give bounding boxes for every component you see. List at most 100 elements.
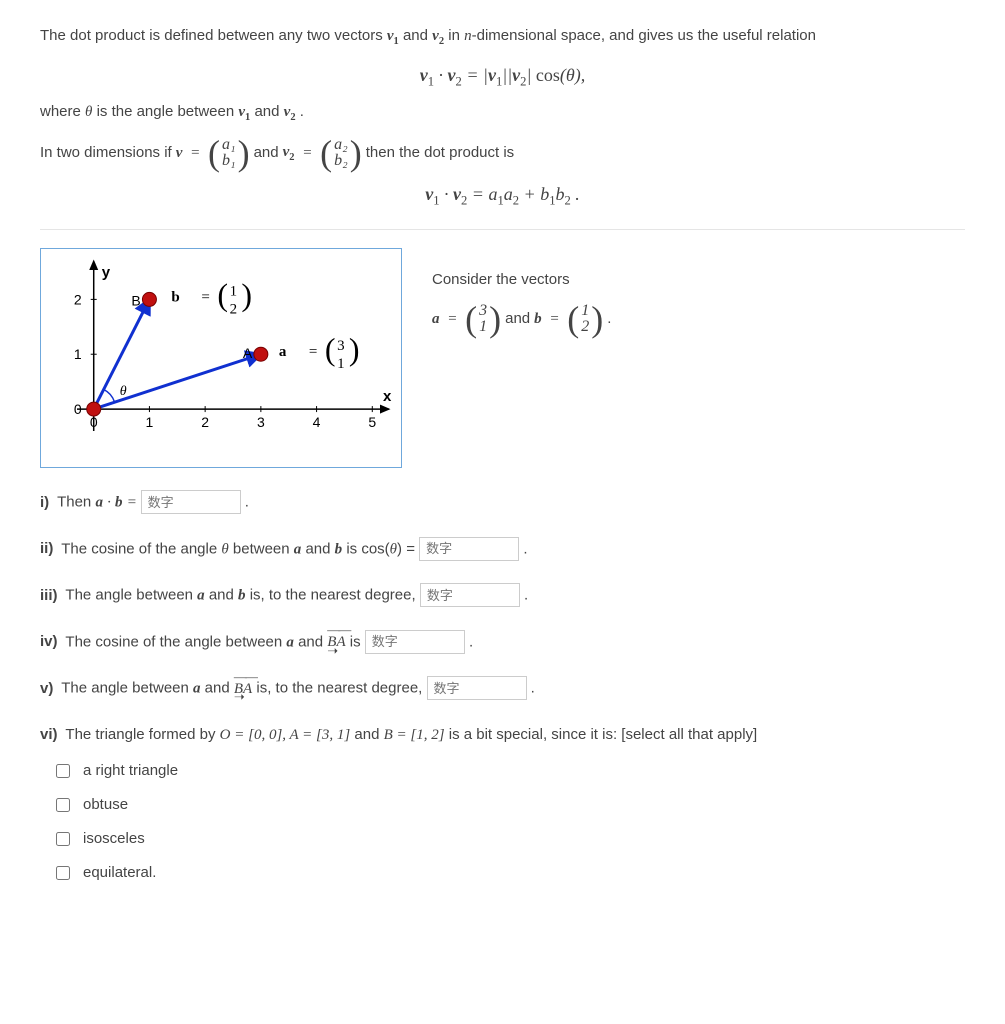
text: is, to the nearest degree, [246, 587, 420, 604]
text: and [294, 633, 327, 650]
answer-input-ii[interactable] [419, 537, 519, 561]
checkbox-option: equilateral. [52, 861, 965, 885]
text: is [350, 633, 365, 650]
text: The cosine of the angle between [65, 633, 286, 650]
q-lead: iii) [40, 587, 58, 604]
sym-n: n [464, 28, 472, 44]
text: between [229, 540, 294, 557]
svg-text:1: 1 [146, 414, 154, 430]
svg-text:4: 4 [313, 414, 321, 430]
sym-b: b [238, 588, 246, 604]
text: and [350, 726, 383, 743]
svg-text:=: = [201, 289, 209, 305]
svg-text:3: 3 [257, 414, 265, 430]
question-iii: iii) The angle between a and b is, to th… [40, 583, 965, 608]
checkbox-2[interactable] [56, 832, 70, 846]
text: in [448, 27, 464, 44]
text: . [531, 680, 535, 697]
svg-text:(: ( [325, 331, 336, 367]
text: and [403, 27, 432, 44]
svg-text:=: = [309, 344, 317, 360]
consider-text: Consider the vectors [432, 268, 611, 292]
text: . [300, 103, 304, 120]
answer-input-i[interactable] [141, 490, 241, 514]
text: then the dot product is [366, 141, 514, 165]
text: Then [57, 494, 95, 511]
equation-dot-components: v1 · v2 = a1a2 + b1b2 . [40, 180, 965, 211]
text: and [505, 307, 530, 331]
sym-theta: θ [390, 541, 397, 557]
sym-v: v [176, 141, 183, 165]
text: . [524, 587, 528, 604]
q-lead: v) [40, 680, 53, 697]
text: The angle between [65, 587, 197, 604]
q-lead: i) [40, 494, 49, 511]
question-iv: iv) The cosine of the angle between a an… [40, 630, 965, 655]
text: and [205, 587, 238, 604]
svg-text:0: 0 [74, 401, 82, 417]
checkbox-3[interactable] [56, 866, 70, 880]
svg-text:b: b [171, 289, 179, 305]
sym-v2c: v2 [283, 140, 295, 167]
checkbox-option: a right triangle [52, 759, 965, 783]
text: and [301, 540, 334, 557]
text: ) = [397, 540, 419, 557]
sym-v1: v1 [387, 28, 399, 44]
question-i: i) Then a · b = . [40, 490, 965, 515]
column-vector-1: ( a₁b₁ ) [208, 136, 250, 170]
answer-input-iii[interactable] [420, 583, 520, 607]
svg-text:2: 2 [230, 301, 238, 317]
text: The angle between [61, 680, 193, 697]
vector-a: (31) [465, 302, 501, 336]
text: The triangle formed by [65, 726, 219, 743]
answer-input-v[interactable] [427, 676, 527, 700]
sym-BA-arrow: ——➝BA [234, 677, 252, 701]
text: and [254, 141, 279, 165]
sym-v2: v2 [432, 28, 444, 44]
sym-a: a [193, 681, 201, 697]
sym-a: a [197, 588, 205, 604]
text: In two dimensions if [40, 141, 172, 165]
answer-input-iv[interactable] [365, 630, 465, 654]
sym-a-dot-b: a [95, 495, 103, 511]
svg-text:1: 1 [74, 346, 82, 362]
sym-b: b [534, 307, 542, 331]
text: . [469, 633, 473, 650]
checkbox-1[interactable] [56, 798, 70, 812]
text: . [245, 494, 249, 511]
q-lead: vi) [40, 726, 58, 743]
text: and [254, 103, 283, 120]
svg-text:(: ( [217, 276, 228, 312]
svg-text:5: 5 [368, 414, 376, 430]
sym-BA-arrow: ——➝BA [327, 630, 345, 654]
svg-text:B: B [131, 292, 140, 308]
svg-text:1: 1 [230, 283, 238, 299]
checkbox-option: obtuse [52, 793, 965, 817]
text: is a bit special, since it is: [select a… [445, 726, 758, 743]
sym-a: a [432, 307, 440, 331]
text: -dimensional space, and gives us the use… [472, 27, 816, 44]
svg-text:3: 3 [337, 338, 345, 354]
divider [40, 229, 965, 230]
svg-text:θ: θ [120, 384, 127, 399]
checkbox-option: isosceles [52, 827, 965, 851]
svg-text:x: x [383, 388, 392, 405]
intro-paragraph-2: where θ is the angle between v1 and v2 . [40, 100, 965, 127]
column-vector-2: ( a₂b₂ ) [320, 136, 362, 170]
vector-chart: 012345012xyθABa=(31)b=(12) [40, 248, 402, 468]
text: = [127, 495, 141, 511]
checkbox-label: a right triangle [83, 759, 178, 783]
text: . [523, 540, 527, 557]
text: where [40, 103, 85, 120]
intro-paragraph-1: The dot product is defined between any t… [40, 24, 965, 51]
checkbox-0[interactable] [56, 764, 70, 778]
text: is the angle between [92, 103, 238, 120]
consider-block: Consider the vectors a = (31) and b = (1… [432, 248, 611, 336]
svg-text:2: 2 [74, 291, 82, 307]
svg-text:): ) [349, 331, 360, 367]
svg-text:1: 1 [337, 356, 345, 372]
equation-dot-cos: v1 · v2 = |v1||v2| cos(θ), [40, 61, 965, 92]
sym-v2b: v2 [284, 104, 296, 120]
q-lead: iv) [40, 633, 58, 650]
question-vi: vi) The triangle formed by O = [0, 0], A… [40, 723, 965, 885]
